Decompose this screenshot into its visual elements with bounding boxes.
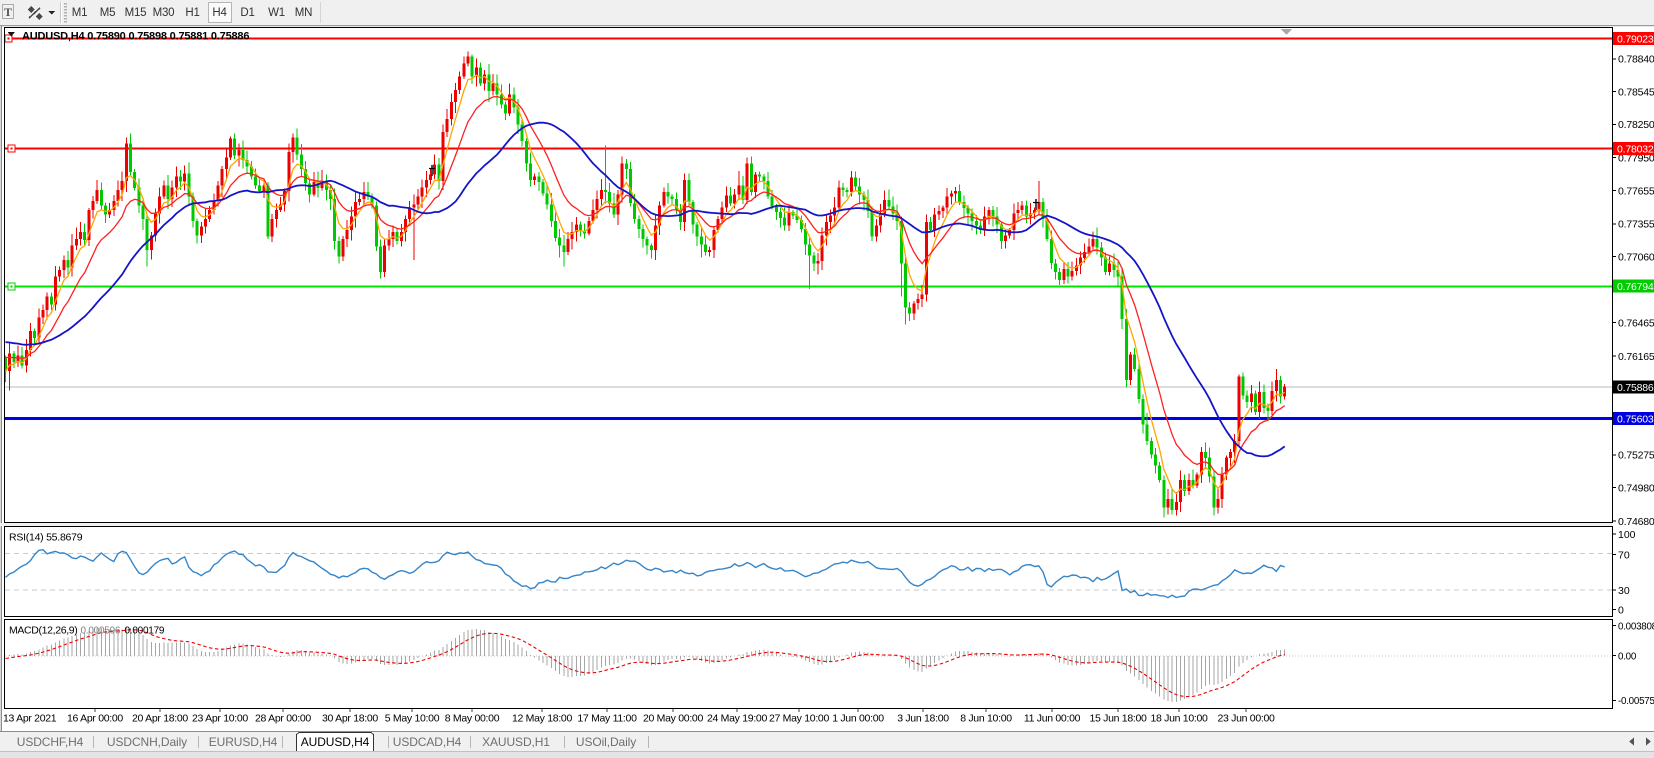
svg-text:70: 70 xyxy=(1618,549,1630,561)
svg-text:1 Jun 00:00: 1 Jun 00:00 xyxy=(832,713,884,725)
svg-text:-0.005757: -0.005757 xyxy=(1618,696,1654,707)
svg-text:28 Apr 00:00: 28 Apr 00:00 xyxy=(255,713,311,725)
svg-text:0.76165: 0.76165 xyxy=(1618,351,1654,363)
svg-text:0.003808: 0.003808 xyxy=(1618,622,1654,633)
svg-text:23 Jun 00:00: 23 Jun 00:00 xyxy=(1217,713,1275,725)
svg-text:15 Jun 18:00: 15 Jun 18:00 xyxy=(1089,713,1147,725)
svg-text:USDCAD,H4: USDCAD,H4 xyxy=(393,735,462,749)
svg-text:0: 0 xyxy=(1618,604,1624,616)
svg-text:0.78545: 0.78545 xyxy=(1618,86,1654,98)
svg-text:16 Apr 00:00: 16 Apr 00:00 xyxy=(67,713,123,725)
svg-text:M30: M30 xyxy=(153,7,175,19)
svg-text:20 May 00:00: 20 May 00:00 xyxy=(643,713,703,725)
svg-text:27 May 10:00: 27 May 10:00 xyxy=(769,713,829,725)
svg-text:0.000596: 0.000596 xyxy=(81,626,121,637)
svg-text:13 Apr 2021: 13 Apr 2021 xyxy=(3,713,57,725)
svg-text:0.77060: 0.77060 xyxy=(1618,251,1654,263)
svg-text:17 May 11:00: 17 May 11:00 xyxy=(577,713,637,725)
svg-text:23 Apr 10:00: 23 Apr 10:00 xyxy=(192,713,248,725)
svg-text:0.000179: 0.000179 xyxy=(125,626,165,637)
svg-text:0.77950: 0.77950 xyxy=(1618,153,1654,165)
svg-text:M5: M5 xyxy=(100,7,116,19)
svg-text:24 May 19:00: 24 May 19:00 xyxy=(707,713,767,725)
svg-text:XAUUSD,H1: XAUUSD,H1 xyxy=(482,735,550,749)
svg-text:0.74680: 0.74680 xyxy=(1618,516,1654,528)
svg-text:M1: M1 xyxy=(72,7,88,19)
svg-text:M15: M15 xyxy=(125,7,147,19)
svg-text:H1: H1 xyxy=(185,7,199,19)
svg-text:0.78250: 0.78250 xyxy=(1618,119,1654,131)
svg-text:AUDUSD,H4 0.75890 0.75898 0.75: AUDUSD,H4 0.75890 0.75898 0.75881 0.7588… xyxy=(22,30,249,42)
svg-text:EURUSD,H4: EURUSD,H4 xyxy=(209,735,278,749)
svg-text:0.74980: 0.74980 xyxy=(1618,483,1654,495)
svg-text:RSI(14) 55.8679: RSI(14) 55.8679 xyxy=(9,532,83,544)
svg-text:AUDUSD,H4: AUDUSD,H4 xyxy=(301,735,370,749)
svg-text:USOil,Daily: USOil,Daily xyxy=(576,735,636,749)
svg-text:0.78032: 0.78032 xyxy=(1617,143,1654,155)
svg-text:0.75886: 0.75886 xyxy=(1617,382,1654,394)
svg-text:0.77355: 0.77355 xyxy=(1618,219,1654,231)
svg-text:11 Jun 00:00: 11 Jun 00:00 xyxy=(1024,713,1081,725)
svg-text:0.00: 0.00 xyxy=(1618,651,1637,662)
svg-text:MACD(12,26,9): MACD(12,26,9) xyxy=(9,625,77,637)
svg-text:0.75275: 0.75275 xyxy=(1618,450,1654,462)
svg-text:MN: MN xyxy=(295,7,313,19)
svg-text:0.76465: 0.76465 xyxy=(1618,318,1654,330)
svg-text:5 May 10:00: 5 May 10:00 xyxy=(385,713,440,725)
svg-text:D1: D1 xyxy=(240,7,254,19)
svg-text:USDCNH,Daily: USDCNH,Daily xyxy=(107,735,187,749)
svg-text:H4: H4 xyxy=(212,7,227,19)
svg-text:0.75603: 0.75603 xyxy=(1617,413,1654,425)
svg-text:18 Jun 10:00: 18 Jun 10:00 xyxy=(1150,713,1208,725)
svg-text:0.76794: 0.76794 xyxy=(1617,281,1654,293)
svg-text:8 Jun 10:00: 8 Jun 10:00 xyxy=(960,713,1012,725)
svg-text:0.78840: 0.78840 xyxy=(1618,54,1654,66)
svg-text:0.77655: 0.77655 xyxy=(1618,185,1654,197)
svg-text:30 Apr 18:00: 30 Apr 18:00 xyxy=(322,713,378,725)
svg-text:30: 30 xyxy=(1618,585,1630,597)
svg-text:100: 100 xyxy=(1618,529,1636,541)
svg-text:USDCHF,H4: USDCHF,H4 xyxy=(17,735,84,749)
svg-text:12 May 18:00: 12 May 18:00 xyxy=(512,713,572,725)
svg-text:0.79023: 0.79023 xyxy=(1617,33,1654,45)
svg-text:20 Apr 18:00: 20 Apr 18:00 xyxy=(132,713,188,725)
svg-text:W1: W1 xyxy=(268,7,285,19)
svg-text:3 Jun 18:00: 3 Jun 18:00 xyxy=(897,713,949,725)
svg-text:T: T xyxy=(4,5,12,19)
svg-text:8 May 00:00: 8 May 00:00 xyxy=(445,713,500,725)
